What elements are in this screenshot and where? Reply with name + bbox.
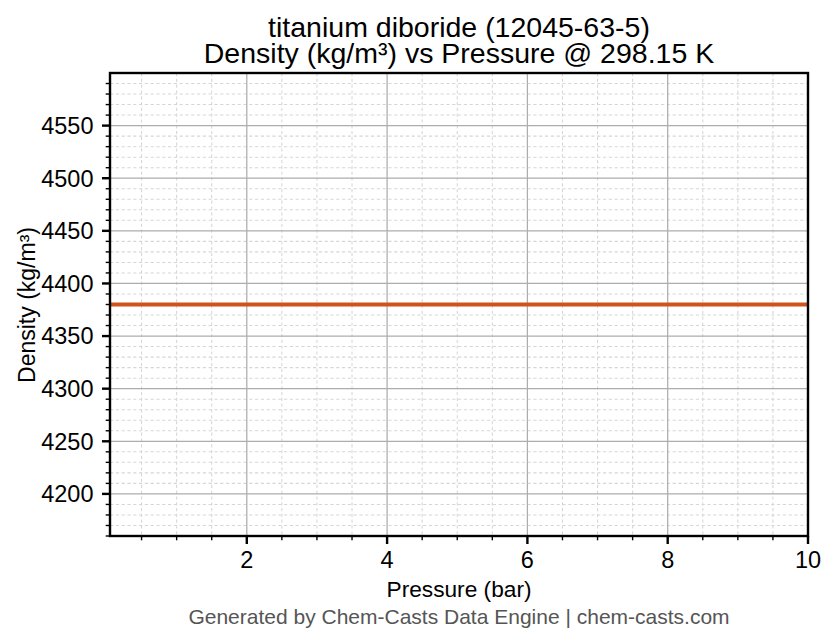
y-tick-label: 4200 <box>41 481 93 507</box>
y-tick-label: 4350 <box>41 323 93 349</box>
plot-area: 2 4 6 8 10 4200 4250 4300 4350 4400 4450 4500 4550 <box>0 0 836 644</box>
y-tick-label: 4250 <box>41 429 93 455</box>
y-tick-label: 4550 <box>41 113 93 139</box>
x-tick-label: 4 <box>381 547 394 573</box>
y-axis-label: Density (kg/m³) <box>15 155 39 455</box>
y-tick-label: 4500 <box>41 166 93 192</box>
x-tick-label: 2 <box>240 547 253 573</box>
x-axis-label: Pressure (bar) <box>110 578 808 601</box>
figure: titanium diboride (12045-63-5) Density (… <box>0 0 836 644</box>
footer-credit: Generated by Chem-Casts Data Engine | ch… <box>110 606 808 627</box>
y-tick-label: 4400 <box>41 271 93 297</box>
x-tick-label: 10 <box>795 547 821 573</box>
x-tick-label: 6 <box>521 547 534 573</box>
y-tick-label: 4300 <box>41 376 93 402</box>
x-tick-label: 8 <box>661 547 674 573</box>
y-tick-label: 4450 <box>41 218 93 244</box>
